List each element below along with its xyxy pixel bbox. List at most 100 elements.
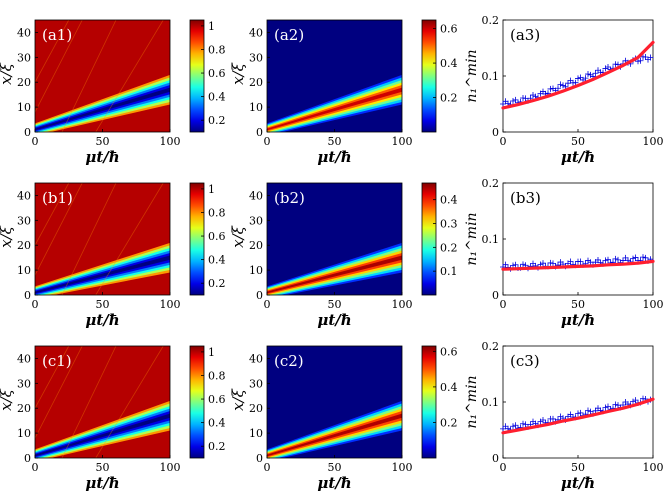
data-marker xyxy=(630,255,636,262)
x-tick-label: 50 xyxy=(571,135,585,148)
x-tick-label: 0 xyxy=(500,298,507,311)
colorbar-tick-label: 0.8 xyxy=(208,206,226,219)
y-tick-label: 40 xyxy=(249,189,263,202)
y-tick-label: 20 xyxy=(17,402,31,415)
x-tick-label: 50 xyxy=(96,298,110,311)
panel-label: (b2) xyxy=(274,189,305,207)
colorbar-b1: 0.2 0.4 0.6 0.8 1 xyxy=(189,182,226,296)
ripple-wavefront xyxy=(61,346,117,458)
ripple-wavefront xyxy=(35,20,83,113)
y-tick-label: 0.2 xyxy=(482,14,500,27)
y-tick-label: 30 xyxy=(249,214,263,227)
data-marker xyxy=(560,82,566,89)
data-marker xyxy=(550,260,556,267)
y-tick-label: 10 xyxy=(249,101,263,114)
heatmap-image xyxy=(35,346,170,458)
x-axis-label: μt/ħ xyxy=(317,311,351,329)
heatmap-image xyxy=(35,183,170,295)
y-axis-label: x/ξ xyxy=(0,388,15,411)
panel-label: (a2) xyxy=(274,26,304,44)
data-marker xyxy=(520,420,526,427)
data-marker xyxy=(647,54,654,61)
data-marker xyxy=(605,256,611,263)
data-marker xyxy=(577,409,584,416)
x-tick-label: 100 xyxy=(160,298,181,311)
heatmap-image xyxy=(267,183,402,295)
ripple-wavefront xyxy=(35,183,83,276)
x-tick-label: 50 xyxy=(96,461,110,474)
data-marker xyxy=(530,92,536,99)
heatmap-panel-c1: 0 50 100 0 10 20 30 40 (c1) x/ξ μt/ħ xyxy=(0,345,181,492)
x-tick-label: 50 xyxy=(328,135,342,148)
x-tick-label: 100 xyxy=(160,461,181,474)
data-marker xyxy=(592,70,599,77)
x-tick-label: 0 xyxy=(32,135,39,148)
colorbar-tick-label: 0.4 xyxy=(440,381,458,394)
y-tick-label: 40 xyxy=(17,352,31,365)
data-marker xyxy=(585,407,591,414)
fit-line xyxy=(501,40,655,110)
x-tick-label: 0 xyxy=(264,298,271,311)
x-axis-label: μt/ħ xyxy=(561,311,595,329)
scatter-panel-c3: 0 50 100 0 0.1 0.2 (c3) n₁^min μt/ħ xyxy=(464,340,664,492)
panel-label: (b3) xyxy=(510,189,541,207)
data-marker xyxy=(550,415,556,422)
ripple-wavefront xyxy=(95,346,164,458)
data-marker xyxy=(630,398,636,405)
data-marker xyxy=(547,259,554,266)
ripple-wavefront xyxy=(35,346,83,439)
x-tick-label: 0 xyxy=(32,461,39,474)
colorbar-tick-label: 0.4 xyxy=(440,57,458,70)
data-marker xyxy=(512,422,519,429)
y-tick-label: 0 xyxy=(256,126,263,139)
data-marker xyxy=(575,75,581,82)
data-marker xyxy=(632,254,639,261)
colorbar-tick-label: 0.2 xyxy=(440,92,458,105)
colorbar-tick-label: 0.2 xyxy=(208,114,226,127)
colorbar-tick-label: 0.2 xyxy=(208,440,226,453)
data-marker xyxy=(640,254,646,261)
data-marker xyxy=(557,81,564,88)
heatmap-panel-b2: 0 50 100 0 10 20 30 40 (b2) x/ξ μt/ħ xyxy=(229,182,413,329)
data-marker xyxy=(612,401,619,408)
data-marker xyxy=(510,98,516,105)
y-tick-label: 10 xyxy=(17,264,31,277)
y-axis-label: x/ξ xyxy=(229,225,247,248)
ripple-wavefront xyxy=(95,183,164,295)
ripple-wavefront xyxy=(61,183,117,295)
y-tick-label: 10 xyxy=(17,427,31,440)
soliton-band xyxy=(35,255,170,294)
data-marker xyxy=(510,423,516,430)
x-tick-label: 100 xyxy=(160,135,181,148)
data-marker xyxy=(637,57,644,64)
y-tick-label: 30 xyxy=(249,377,263,390)
x-tick-label: 100 xyxy=(643,298,664,311)
ripple-wavefront xyxy=(35,346,70,409)
y-tick-label: 0.1 xyxy=(482,70,500,83)
data-marker xyxy=(572,79,579,86)
data-marker xyxy=(582,75,589,82)
colorbar-a1: 0.2 0.4 0.6 0.8 1 xyxy=(189,19,226,133)
fit-line-series xyxy=(501,40,655,110)
y-tick-label: 0 xyxy=(492,452,499,465)
colorbar-tick-label: 0.6 xyxy=(208,230,226,243)
data-marker xyxy=(547,85,554,92)
data-marker xyxy=(555,85,561,92)
y-tick-label: 30 xyxy=(17,214,31,227)
data-marker xyxy=(622,254,629,261)
y-tick-label: 10 xyxy=(17,101,31,114)
y-tick-label: 0 xyxy=(256,289,263,302)
colorbar-gradient xyxy=(421,182,437,296)
x-tick-label: 100 xyxy=(643,461,664,474)
y-tick-label: 0.1 xyxy=(482,233,500,246)
x-tick-label: 100 xyxy=(643,135,664,148)
colorbar-c2: 0.2 0.4 0.6 xyxy=(421,345,458,459)
colorbar-gradient xyxy=(189,182,205,296)
y-tick-label: 0.2 xyxy=(482,177,500,190)
ripple-wavefront xyxy=(95,20,164,132)
x-axis-label: μt/ħ xyxy=(85,148,119,166)
heatmap-image xyxy=(35,20,170,132)
colorbar-gradient xyxy=(421,19,437,133)
y-tick-label: 40 xyxy=(249,26,263,39)
y-axis-label: x/ξ xyxy=(0,225,15,248)
